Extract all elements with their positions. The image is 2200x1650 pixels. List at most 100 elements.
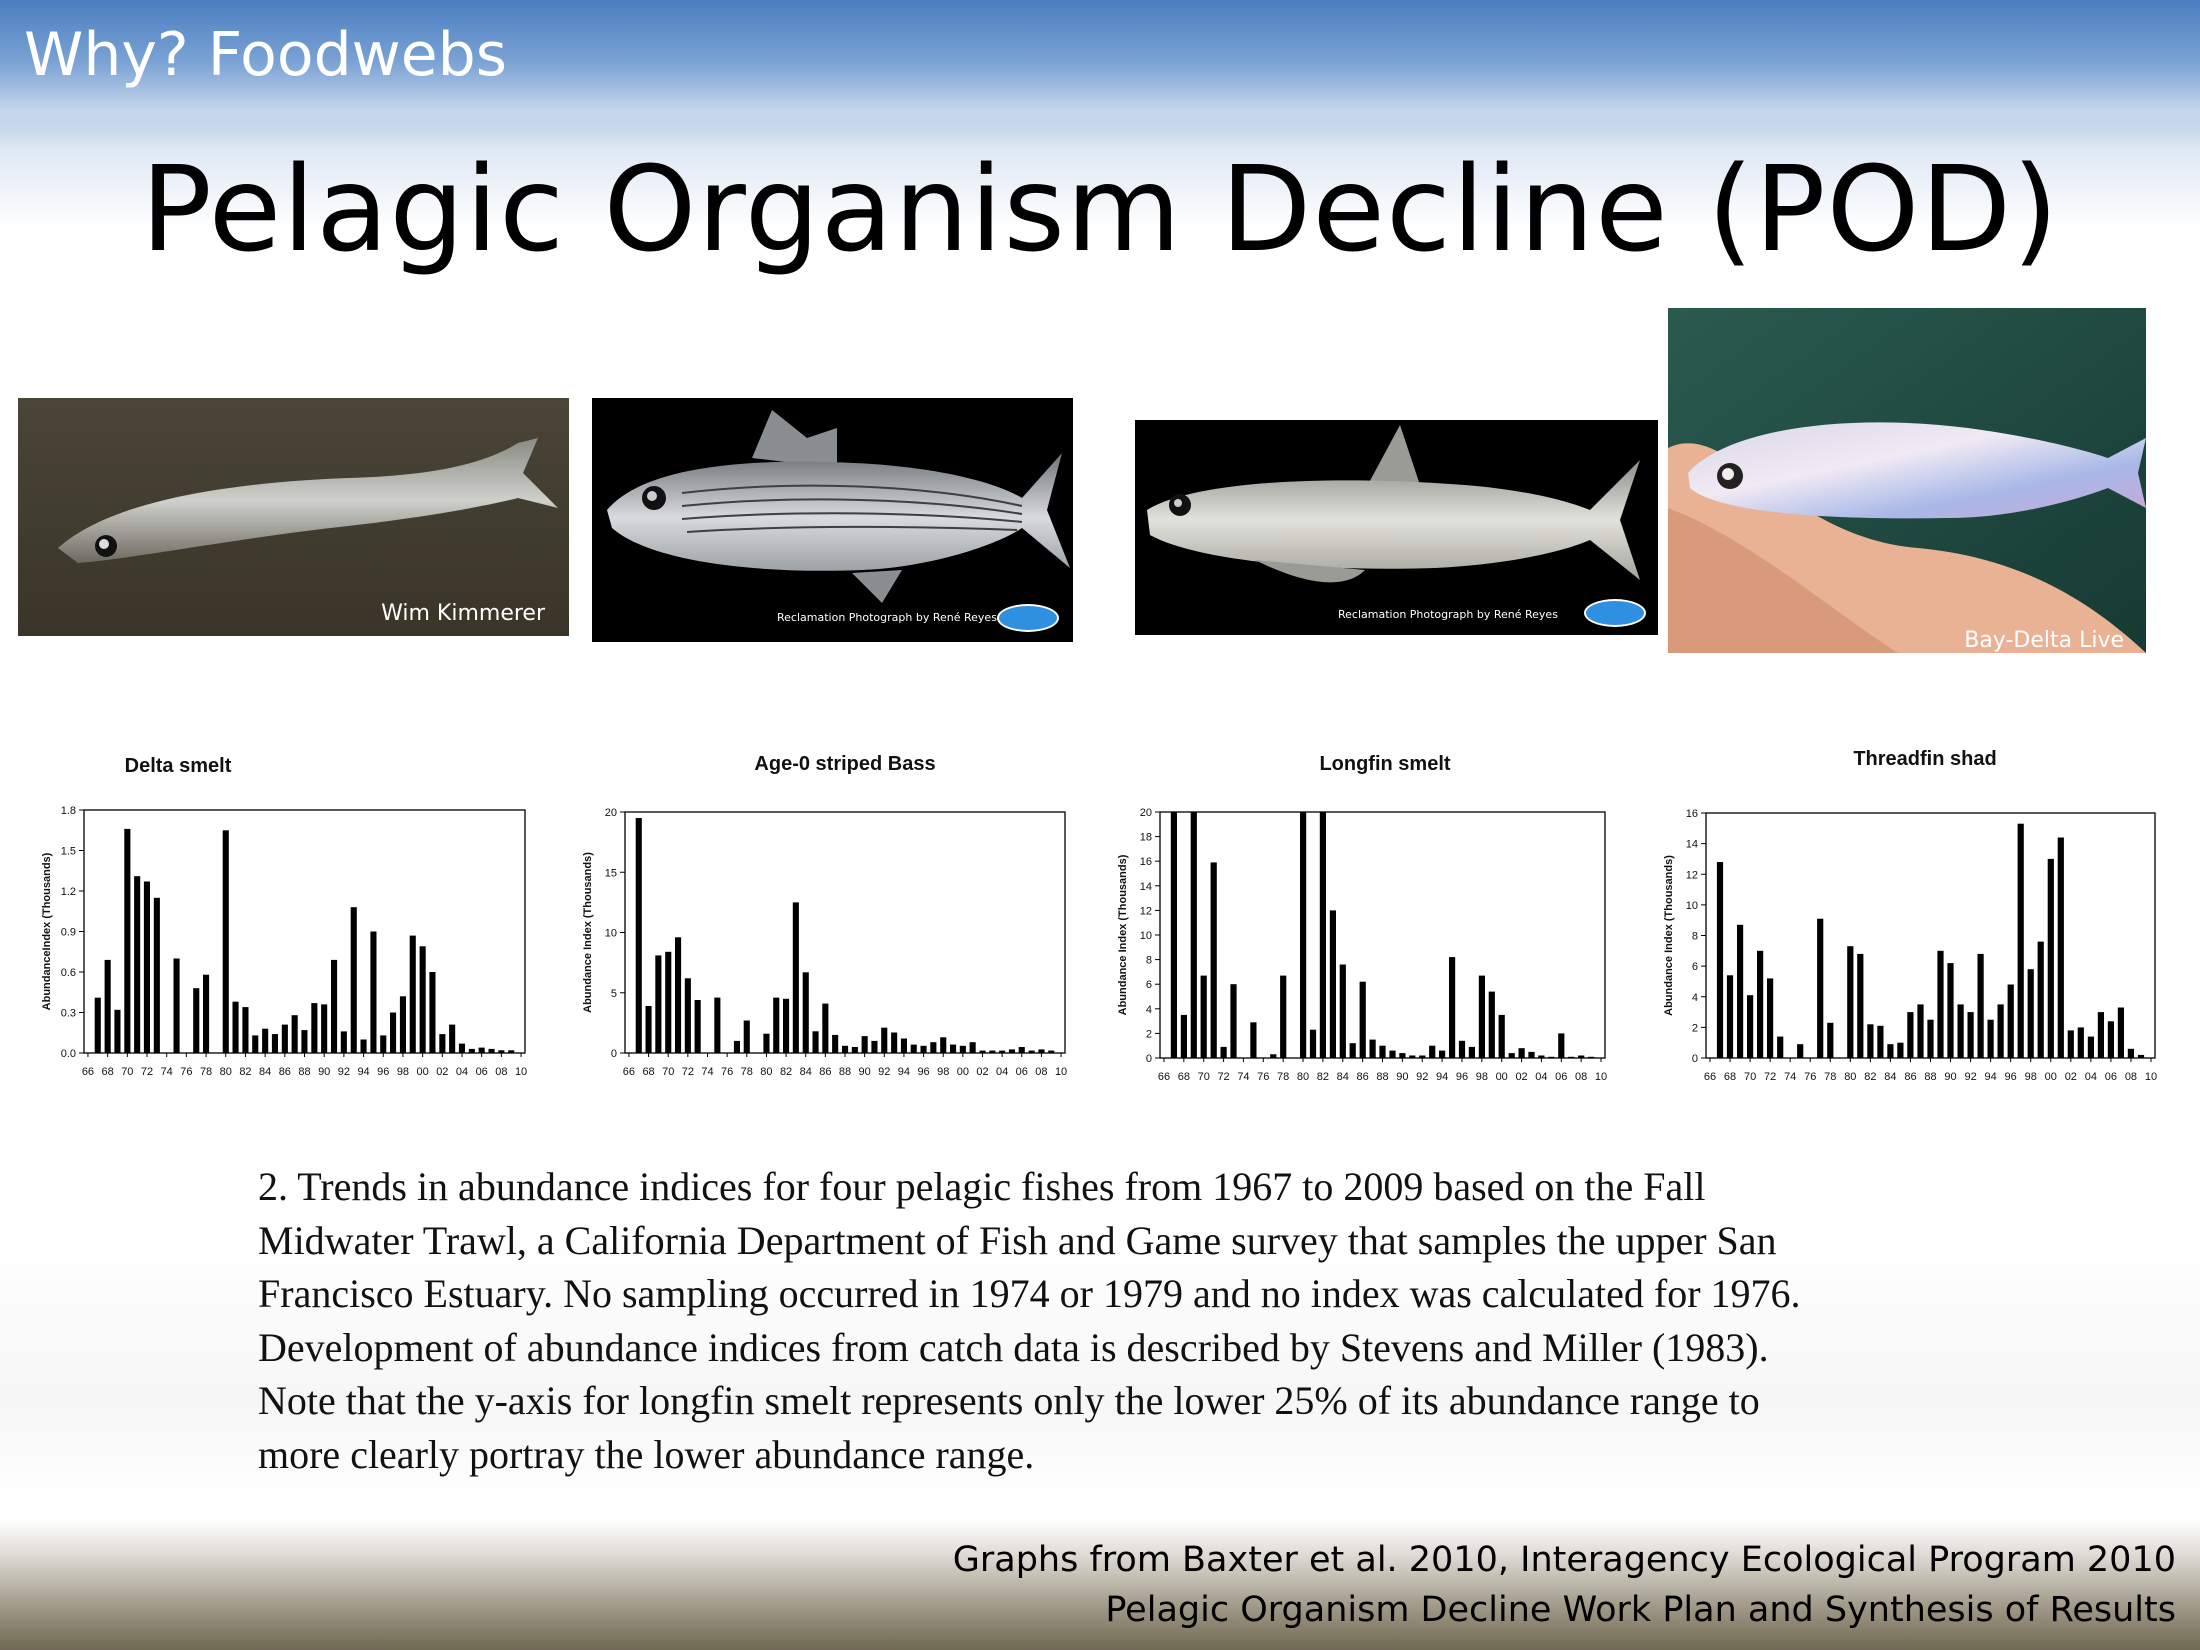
y-tick-label: 5 xyxy=(611,988,617,1000)
x-tick-label: 68 xyxy=(1178,1071,1190,1083)
bar-1970 xyxy=(665,951,672,1053)
bar-1996 xyxy=(1458,1040,1466,1058)
bar-1983 xyxy=(1877,1025,1884,1058)
y-tick-label: 16 xyxy=(1686,808,1698,820)
bar-1971 xyxy=(1210,862,1217,1058)
x-tick-label: 98 xyxy=(1476,1071,1488,1083)
bar-2002 xyxy=(2067,1030,2074,1058)
x-tick-label: 80 xyxy=(220,1066,232,1078)
x-tick-label: 04 xyxy=(2085,1071,2097,1083)
chart-title: Age-0 striped Bass xyxy=(754,753,936,775)
x-tick-label: 96 xyxy=(377,1066,389,1078)
x-tick-label: 92 xyxy=(338,1066,350,1078)
y-tick-label: 6 xyxy=(1692,961,1698,973)
y-tick-label: 10 xyxy=(1140,930,1152,942)
bar-1971 xyxy=(675,937,682,1053)
bar-1995 xyxy=(910,1044,917,1053)
plot-frame xyxy=(83,809,526,1054)
x-tick-label: 92 xyxy=(1964,1071,1976,1083)
y-tick-label: 20 xyxy=(1140,807,1152,819)
x-tick-label: 82 xyxy=(239,1066,251,1078)
bar-1977 xyxy=(1817,918,1824,1058)
y-tick-label: 8 xyxy=(1146,955,1152,967)
bar-1972 xyxy=(1220,1046,1227,1058)
bar-2008 xyxy=(1578,1055,1585,1058)
x-tick-label: 82 xyxy=(780,1066,792,1078)
x-tick-label: 72 xyxy=(1217,1071,1229,1083)
bar-1972 xyxy=(143,881,150,1053)
plot-frame xyxy=(624,811,1066,1054)
bar-1992 xyxy=(1419,1055,1426,1058)
x-tick-label: 88 xyxy=(1376,1071,1388,1083)
bar-1987 xyxy=(1369,1039,1376,1058)
bar-1998 xyxy=(2027,969,2034,1058)
bar-1985 xyxy=(812,1031,819,1053)
bar-1987 xyxy=(1917,1004,1924,1058)
longfin-smelt-image xyxy=(1135,420,1658,635)
bar-1967 xyxy=(635,818,642,1053)
y-tick-label: 14 xyxy=(1140,881,1152,893)
bar-1993 xyxy=(1977,953,1984,1058)
y-tick-label: 16 xyxy=(1140,856,1152,868)
bar-2004 xyxy=(458,1043,465,1053)
bar-1975 xyxy=(173,958,180,1053)
bar-2003 xyxy=(1528,1051,1535,1058)
bar-1983 xyxy=(252,1035,259,1053)
x-tick-label: 04 xyxy=(1535,1071,1547,1083)
bar-1982 xyxy=(1319,812,1326,1058)
bar-2007 xyxy=(1028,1050,1035,1053)
x-tick-label: 10 xyxy=(1055,1066,1067,1078)
y-tick-label: 0.0 xyxy=(61,1048,76,1060)
x-tick-label: 08 xyxy=(2125,1071,2137,1083)
x-tick-label: 78 xyxy=(741,1066,753,1078)
x-tick-label: 04 xyxy=(996,1066,1008,1078)
bar-1998 xyxy=(399,996,406,1053)
bar-2006 xyxy=(1558,1033,1565,1058)
y-tick-label: 1.8 xyxy=(61,805,76,817)
bar-1969 xyxy=(1737,924,1744,1058)
threadfin-shad-credit: Bay-Delta Live xyxy=(1964,628,2124,653)
bar-1968 xyxy=(1726,975,1734,1058)
x-tick-label: 82 xyxy=(1864,1071,1876,1083)
x-tick-label: 94 xyxy=(1436,1071,1448,1083)
x-tick-label: 02 xyxy=(976,1066,988,1078)
chart-title: Longfin smelt xyxy=(1319,753,1451,775)
bar-1992 xyxy=(881,1027,888,1053)
delta-smelt-plot: 0.0 0.3 0.6 0.9 1.2 1.5 1.8 66 68 70 72 74 76 78 80 82 8… xyxy=(41,805,527,1078)
striped-bass-credit: Reclamation Photograph by René Reyes xyxy=(777,611,997,624)
delta-smelt-credit: Wim Kimmerer xyxy=(381,601,545,626)
x-tick-label: 98 xyxy=(937,1066,949,1078)
threadfin-shad-chart: Threadfin shad 0 2 4 6 8 10 12 14 16 66 68 70 72 74 76… xyxy=(1650,745,2170,1095)
x-tick-label: 02 xyxy=(1515,1071,1527,1083)
y-tick-label: 0.6 xyxy=(61,967,76,979)
y-tick-label: 20 xyxy=(605,807,617,819)
bar-1982 xyxy=(242,1007,249,1053)
header-band xyxy=(0,0,2200,140)
x-tick-label: 08 xyxy=(495,1066,507,1078)
x-tick-label: 10 xyxy=(2145,1071,2157,1083)
x-tick-label: 70 xyxy=(662,1066,674,1078)
y-tick-label: 0.9 xyxy=(61,927,76,939)
bar-1991 xyxy=(1409,1055,1416,1058)
x-tick-label: 76 xyxy=(1257,1071,1269,1083)
x-tick-label: 92 xyxy=(878,1066,890,1078)
x-tick-label: 80 xyxy=(1297,1071,1309,1083)
bar-1989 xyxy=(1937,950,1944,1058)
bar-2004 xyxy=(1538,1055,1545,1058)
x-tick-label: 66 xyxy=(623,1066,635,1078)
caption-line: Francisco Estuary. No sampling occurred … xyxy=(258,1271,1801,1316)
section-title: Why? Foodwebs xyxy=(24,20,507,90)
bar-1990 xyxy=(321,1004,328,1053)
delta-smelt-chart: Delta smelt 0.0 0.3 0.6 0.9 1.2 1.5 1.8 66 68 70 7… xyxy=(20,750,540,1100)
bar-1973 xyxy=(1777,1036,1784,1058)
bar-1993 xyxy=(1429,1045,1436,1058)
x-tick-label: 08 xyxy=(1035,1066,1047,1078)
bar-2002 xyxy=(439,1034,446,1053)
bar-2005 xyxy=(1008,1049,1015,1053)
bar-1983 xyxy=(1329,910,1336,1058)
bar-1973 xyxy=(1230,984,1237,1058)
bar-1995 xyxy=(1997,1004,2004,1058)
x-tick-label: 68 xyxy=(102,1066,114,1078)
x-tick-label: 88 xyxy=(298,1066,310,1078)
x-tick-label: 86 xyxy=(1904,1071,1916,1083)
